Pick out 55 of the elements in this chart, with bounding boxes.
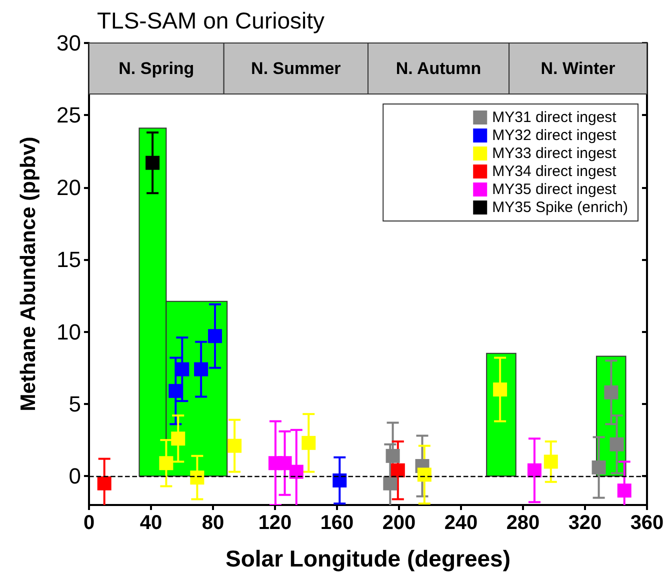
x-tick-label: 360 bbox=[630, 512, 664, 534]
point bbox=[527, 463, 542, 478]
point bbox=[386, 448, 400, 463]
legend-label: MY31 direct ingest bbox=[492, 109, 618, 126]
y-tick-label: 10 bbox=[56, 319, 81, 344]
point bbox=[604, 385, 618, 400]
y-tick-label: 0 bbox=[68, 464, 81, 489]
point bbox=[302, 436, 316, 450]
x-tick-label: 280 bbox=[506, 512, 540, 534]
point bbox=[171, 432, 186, 446]
point bbox=[278, 456, 292, 470]
point bbox=[228, 438, 242, 453]
point bbox=[544, 454, 558, 469]
point bbox=[289, 464, 304, 479]
x-tick-label: 200 bbox=[382, 512, 416, 534]
chart-title: TLS-SAM on Curiosity bbox=[97, 8, 326, 34]
point bbox=[97, 476, 112, 490]
point bbox=[493, 382, 508, 396]
x-tick-label: 240 bbox=[444, 512, 478, 534]
point bbox=[610, 437, 624, 452]
legend-label: MY35 Spike (enrich) bbox=[492, 199, 628, 216]
point bbox=[146, 156, 160, 170]
point bbox=[390, 463, 405, 478]
point bbox=[159, 456, 174, 470]
legend-label: MY32 direct ingest bbox=[492, 127, 618, 144]
legend-label: MY33 direct ingest bbox=[492, 145, 618, 162]
y-tick-label: 20 bbox=[56, 174, 81, 200]
y-tick-label: 5 bbox=[68, 391, 81, 416]
point bbox=[383, 476, 398, 490]
x-tick-label: 160 bbox=[320, 512, 354, 534]
band-label: N. Winter bbox=[540, 59, 616, 78]
x-tick-label: 80 bbox=[202, 512, 224, 534]
x-tick-label: 320 bbox=[568, 512, 602, 534]
x-tick-label: 0 bbox=[83, 512, 95, 534]
band-label: N. Summer bbox=[251, 59, 342, 78]
point bbox=[168, 384, 183, 398]
point bbox=[332, 473, 347, 488]
band-label: N. Spring bbox=[118, 59, 194, 78]
x-tick-label: 120 bbox=[258, 512, 292, 534]
legend-label: MY34 direct ingest bbox=[492, 163, 618, 180]
point bbox=[194, 362, 208, 376]
point bbox=[417, 468, 432, 482]
point bbox=[592, 460, 606, 474]
y-tick-label: 30 bbox=[56, 30, 81, 56]
y-tick-label: 25 bbox=[56, 102, 81, 128]
x-tick-label: 40 bbox=[140, 512, 162, 534]
point bbox=[617, 484, 632, 498]
x-axis-title: Solar Longitude (degrees) bbox=[226, 546, 510, 572]
legend-label: MY35 direct ingest bbox=[492, 181, 618, 198]
band-label: N. Autumn bbox=[396, 59, 482, 78]
point bbox=[175, 362, 190, 376]
point bbox=[208, 329, 222, 344]
y-tick-label: 15 bbox=[56, 247, 81, 272]
point bbox=[190, 470, 204, 485]
y-axis-title: Methane Abundance (ppbv) bbox=[17, 136, 40, 412]
